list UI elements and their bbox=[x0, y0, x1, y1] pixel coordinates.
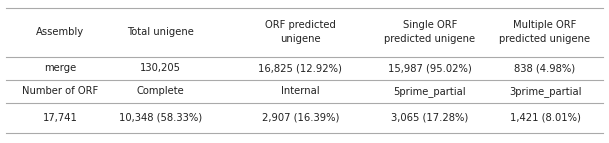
Text: 15,987 (95.02%): 15,987 (95.02%) bbox=[388, 63, 472, 74]
Text: ORF predicted
unigene: ORF predicted unigene bbox=[265, 20, 336, 44]
Text: merge: merge bbox=[44, 63, 76, 74]
Text: Multiple ORF
predicted unigene: Multiple ORF predicted unigene bbox=[499, 20, 591, 44]
Text: Assembly: Assembly bbox=[36, 27, 85, 37]
Text: 17,741: 17,741 bbox=[43, 113, 78, 123]
Text: 5prime_partial: 5prime_partial bbox=[393, 86, 466, 97]
Text: Total unigene: Total unigene bbox=[127, 27, 194, 37]
Text: 3prime_partial: 3prime_partial bbox=[509, 86, 582, 97]
Text: 1,421 (8.01%): 1,421 (8.01%) bbox=[510, 113, 580, 123]
Text: 16,825 (12.92%): 16,825 (12.92%) bbox=[258, 63, 342, 74]
Text: 838 (4.98%): 838 (4.98%) bbox=[515, 63, 576, 74]
Text: Number of ORF: Number of ORF bbox=[22, 86, 99, 96]
Text: 10,348 (58.33%): 10,348 (58.33%) bbox=[119, 113, 202, 123]
Text: 2,907 (16.39%): 2,907 (16.39%) bbox=[261, 113, 339, 123]
Text: Single ORF
predicted unigene: Single ORF predicted unigene bbox=[384, 20, 476, 44]
Text: Complete: Complete bbox=[136, 86, 184, 96]
Text: 3,065 (17.28%): 3,065 (17.28%) bbox=[392, 113, 468, 123]
Text: 130,205: 130,205 bbox=[139, 63, 181, 74]
Text: Internal: Internal bbox=[281, 86, 320, 96]
